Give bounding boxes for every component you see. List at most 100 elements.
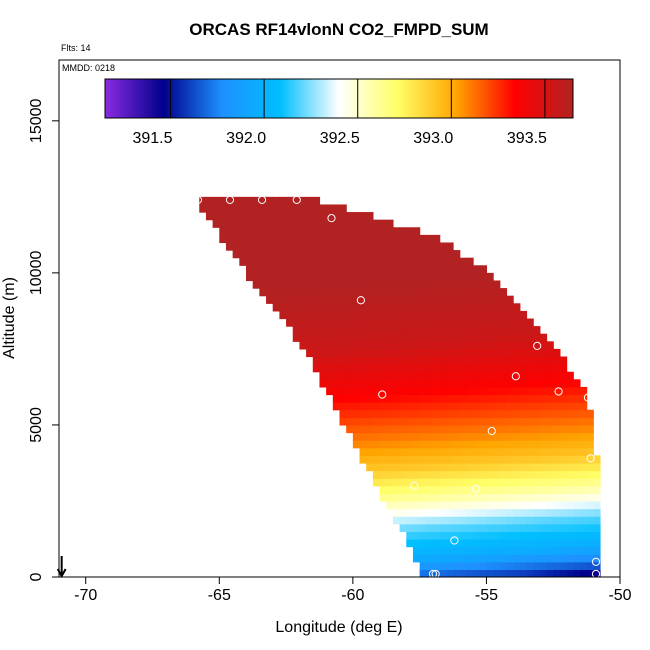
heatmap-cell (399, 470, 407, 479)
heatmap-cell (426, 250, 434, 259)
heatmap-cell (279, 219, 287, 228)
heatmap-cell (272, 257, 280, 266)
heatmap-cell (406, 538, 414, 548)
heatmap-cell (332, 227, 341, 236)
heatmap-cell (493, 341, 501, 350)
heatmap-cell (586, 462, 594, 472)
heatmap-cell (439, 470, 447, 479)
heatmap-cell (359, 234, 367, 244)
heatmap-cell (412, 508, 421, 517)
heatmap-cell (486, 569, 494, 577)
heatmap-cell (272, 250, 280, 259)
heatmap-cell (519, 409, 528, 418)
heatmap-cell (379, 356, 387, 365)
heatmap-cell (433, 485, 441, 494)
heatmap-cell (299, 234, 307, 244)
heatmap-cell (292, 326, 301, 335)
heatmap-cell (493, 554, 501, 563)
heatmap-cell (473, 417, 481, 426)
heatmap-cell (533, 341, 541, 350)
heatmap-cell (593, 546, 601, 555)
heatmap-cell (493, 561, 501, 570)
heatmap-cell (392, 447, 401, 456)
heatmap-cell (566, 447, 574, 456)
heatmap-cell (419, 386, 427, 396)
heatmap-cell (533, 356, 541, 365)
heatmap-cell (499, 440, 508, 449)
heatmap-cell (406, 493, 414, 502)
heatmap-cell (339, 295, 347, 304)
heatmap-cell (566, 561, 574, 570)
heatmap-cell (306, 257, 314, 266)
heatmap-cell (426, 288, 434, 297)
heatmap-cell (439, 402, 447, 411)
heatmap-cell (332, 379, 341, 388)
heatmap-cell (586, 493, 594, 502)
heatmap-cell (433, 531, 441, 540)
heatmap-cell (499, 402, 508, 411)
heatmap-cell (446, 242, 454, 251)
heatmap-cell (466, 554, 474, 563)
heatmap-cell (546, 462, 554, 472)
heatmap-cell (526, 478, 534, 487)
heatmap-cell (519, 546, 528, 555)
heatmap-cell (352, 250, 361, 259)
heatmap-cell (526, 424, 534, 434)
heatmap-cell (392, 485, 401, 494)
heatmap-cell (479, 531, 488, 540)
heatmap-cell (473, 432, 481, 441)
heatmap-cell (339, 417, 347, 426)
heatmap-cell (546, 569, 554, 577)
heatmap-cell (446, 288, 454, 297)
heatmap-cell (412, 538, 421, 548)
heatmap-cell (286, 234, 294, 244)
heatmap-cell (519, 485, 528, 494)
colorbar-tick-label: 392.0 (226, 130, 266, 147)
heatmap-cell (372, 348, 381, 358)
heatmap-cell (199, 196, 207, 206)
heatmap-cell (573, 508, 581, 517)
heatmap-cell (506, 417, 514, 426)
heatmap-cell (339, 227, 347, 236)
heatmap-cell (352, 212, 361, 221)
heatmap-cell (312, 265, 321, 274)
heatmap-cell (312, 280, 321, 289)
heatmap-cell (453, 516, 461, 525)
heatmap-cell (519, 348, 528, 358)
x-tick-label: -50 (608, 587, 631, 604)
heatmap-cell (372, 310, 381, 320)
heatmap-cell (546, 478, 554, 487)
heatmap-cell (426, 257, 434, 266)
heatmap-cell (526, 485, 534, 494)
heatmap-cell (292, 212, 301, 221)
heatmap-cell (486, 462, 494, 472)
heatmap-cell (359, 379, 367, 388)
heatmap-cell (459, 386, 467, 396)
heatmap-cell (359, 432, 367, 441)
heatmap-cell (439, 288, 447, 297)
heatmap-cell (493, 569, 501, 577)
heatmap-cell (573, 523, 581, 532)
heatmap-cell (459, 310, 467, 320)
heatmap-cell (399, 250, 407, 259)
heatmap-cell (453, 341, 461, 350)
heatmap-cell (399, 265, 407, 274)
heatmap-cell (379, 280, 387, 289)
heatmap-cell (346, 386, 354, 396)
heatmap-cell (366, 462, 374, 472)
heatmap-cell (439, 303, 447, 312)
heatmap-cell (546, 417, 554, 426)
heatmap-cell (286, 242, 294, 251)
heatmap-cell (299, 204, 307, 213)
heatmap-cell (486, 500, 494, 510)
heatmap-cell (319, 265, 327, 274)
heatmap-cell (493, 280, 501, 289)
heatmap-cell (499, 333, 508, 342)
heatmap-cell (225, 234, 234, 244)
heatmap-cell (579, 523, 588, 532)
heatmap-cell (392, 326, 401, 335)
heatmap-cell (446, 569, 454, 577)
heatmap-cell (339, 242, 347, 251)
heatmap-cell (553, 516, 561, 525)
heatmap-cell (459, 356, 467, 365)
